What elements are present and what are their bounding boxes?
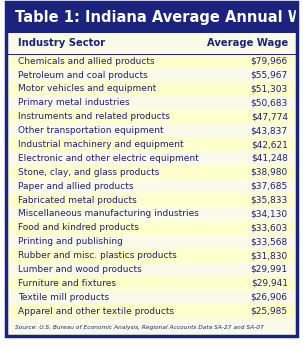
- Text: Instruments and related products: Instruments and related products: [18, 112, 170, 121]
- Text: Industry Sector: Industry Sector: [18, 39, 105, 48]
- Bar: [6, 207, 297, 221]
- Text: Apparel and other textile products: Apparel and other textile products: [18, 307, 174, 316]
- Text: $25,985: $25,985: [251, 307, 288, 316]
- Text: $33,568: $33,568: [251, 237, 288, 246]
- Bar: [6, 110, 297, 124]
- Text: Industrial machinery and equipment: Industrial machinery and equipment: [18, 140, 184, 149]
- Bar: [6, 262, 297, 276]
- Text: $79,966: $79,966: [251, 57, 288, 66]
- Text: $29,991: $29,991: [251, 265, 288, 274]
- Text: $26,906: $26,906: [251, 293, 288, 302]
- Text: Motor vehicles and equipment: Motor vehicles and equipment: [18, 85, 156, 94]
- Text: $50,683: $50,683: [251, 98, 288, 108]
- Text: $42,621: $42,621: [251, 140, 288, 149]
- Bar: [6, 249, 297, 262]
- Bar: [6, 221, 297, 235]
- Text: $41,248: $41,248: [251, 154, 288, 163]
- Bar: [6, 276, 297, 290]
- Text: $43,837: $43,837: [251, 126, 288, 135]
- Bar: [6, 165, 297, 179]
- Bar: [6, 54, 297, 68]
- Text: Paper and allied products: Paper and allied products: [18, 182, 134, 191]
- Text: $37,685: $37,685: [251, 182, 288, 191]
- Text: $35,833: $35,833: [251, 196, 288, 205]
- Text: Miscellaneous manufacturing industries: Miscellaneous manufacturing industries: [18, 209, 199, 219]
- Text: $34,130: $34,130: [251, 209, 288, 219]
- Text: $31,830: $31,830: [251, 251, 288, 260]
- Bar: [6, 96, 297, 110]
- Bar: [6, 179, 297, 193]
- Bar: [6, 318, 297, 336]
- Text: Fabricated metal products: Fabricated metal products: [18, 196, 137, 205]
- Bar: [6, 193, 297, 207]
- Text: Electronic and other electric equipment: Electronic and other electric equipment: [18, 154, 199, 163]
- Bar: [6, 124, 297, 137]
- Text: Printing and publishing: Printing and publishing: [18, 237, 123, 246]
- Text: Petroleum and coal products: Petroleum and coal products: [18, 71, 148, 80]
- Text: Rubber and misc. plastics products: Rubber and misc. plastics products: [18, 251, 177, 260]
- Text: $29,941: $29,941: [251, 279, 288, 288]
- Bar: [6, 235, 297, 249]
- Text: Food and kindred products: Food and kindred products: [18, 223, 139, 232]
- Text: $33,603: $33,603: [251, 223, 288, 232]
- Bar: [6, 290, 297, 304]
- Bar: [6, 2, 297, 33]
- Text: Primary metal industries: Primary metal industries: [18, 98, 130, 108]
- Text: Textile mill products: Textile mill products: [18, 293, 109, 302]
- Bar: [6, 68, 297, 82]
- Bar: [6, 33, 297, 54]
- Text: Other transportation equipment: Other transportation equipment: [18, 126, 164, 135]
- Text: Chemicals and allied products: Chemicals and allied products: [18, 57, 155, 66]
- Text: Source: U.S. Bureau of Economic Analysis, Regional Accounts Data SA-27 and SA-07: Source: U.S. Bureau of Economic Analysis…: [15, 325, 264, 330]
- Text: Average Wage: Average Wage: [207, 39, 288, 48]
- Text: $51,303: $51,303: [251, 85, 288, 94]
- Bar: [6, 82, 297, 96]
- Bar: [6, 304, 297, 318]
- Text: Stone, clay, and glass products: Stone, clay, and glass products: [18, 168, 160, 177]
- Bar: [6, 151, 297, 165]
- Text: Furniture and fixtures: Furniture and fixtures: [18, 279, 116, 288]
- Text: $38,980: $38,980: [251, 168, 288, 177]
- Bar: [6, 137, 297, 151]
- Text: Lumber and wood products: Lumber and wood products: [18, 265, 142, 274]
- Text: $55,967: $55,967: [251, 71, 288, 80]
- Text: Table 1: Indiana Average Annual Wage: Table 1: Indiana Average Annual Wage: [15, 10, 303, 25]
- Text: $47,774: $47,774: [251, 112, 288, 121]
